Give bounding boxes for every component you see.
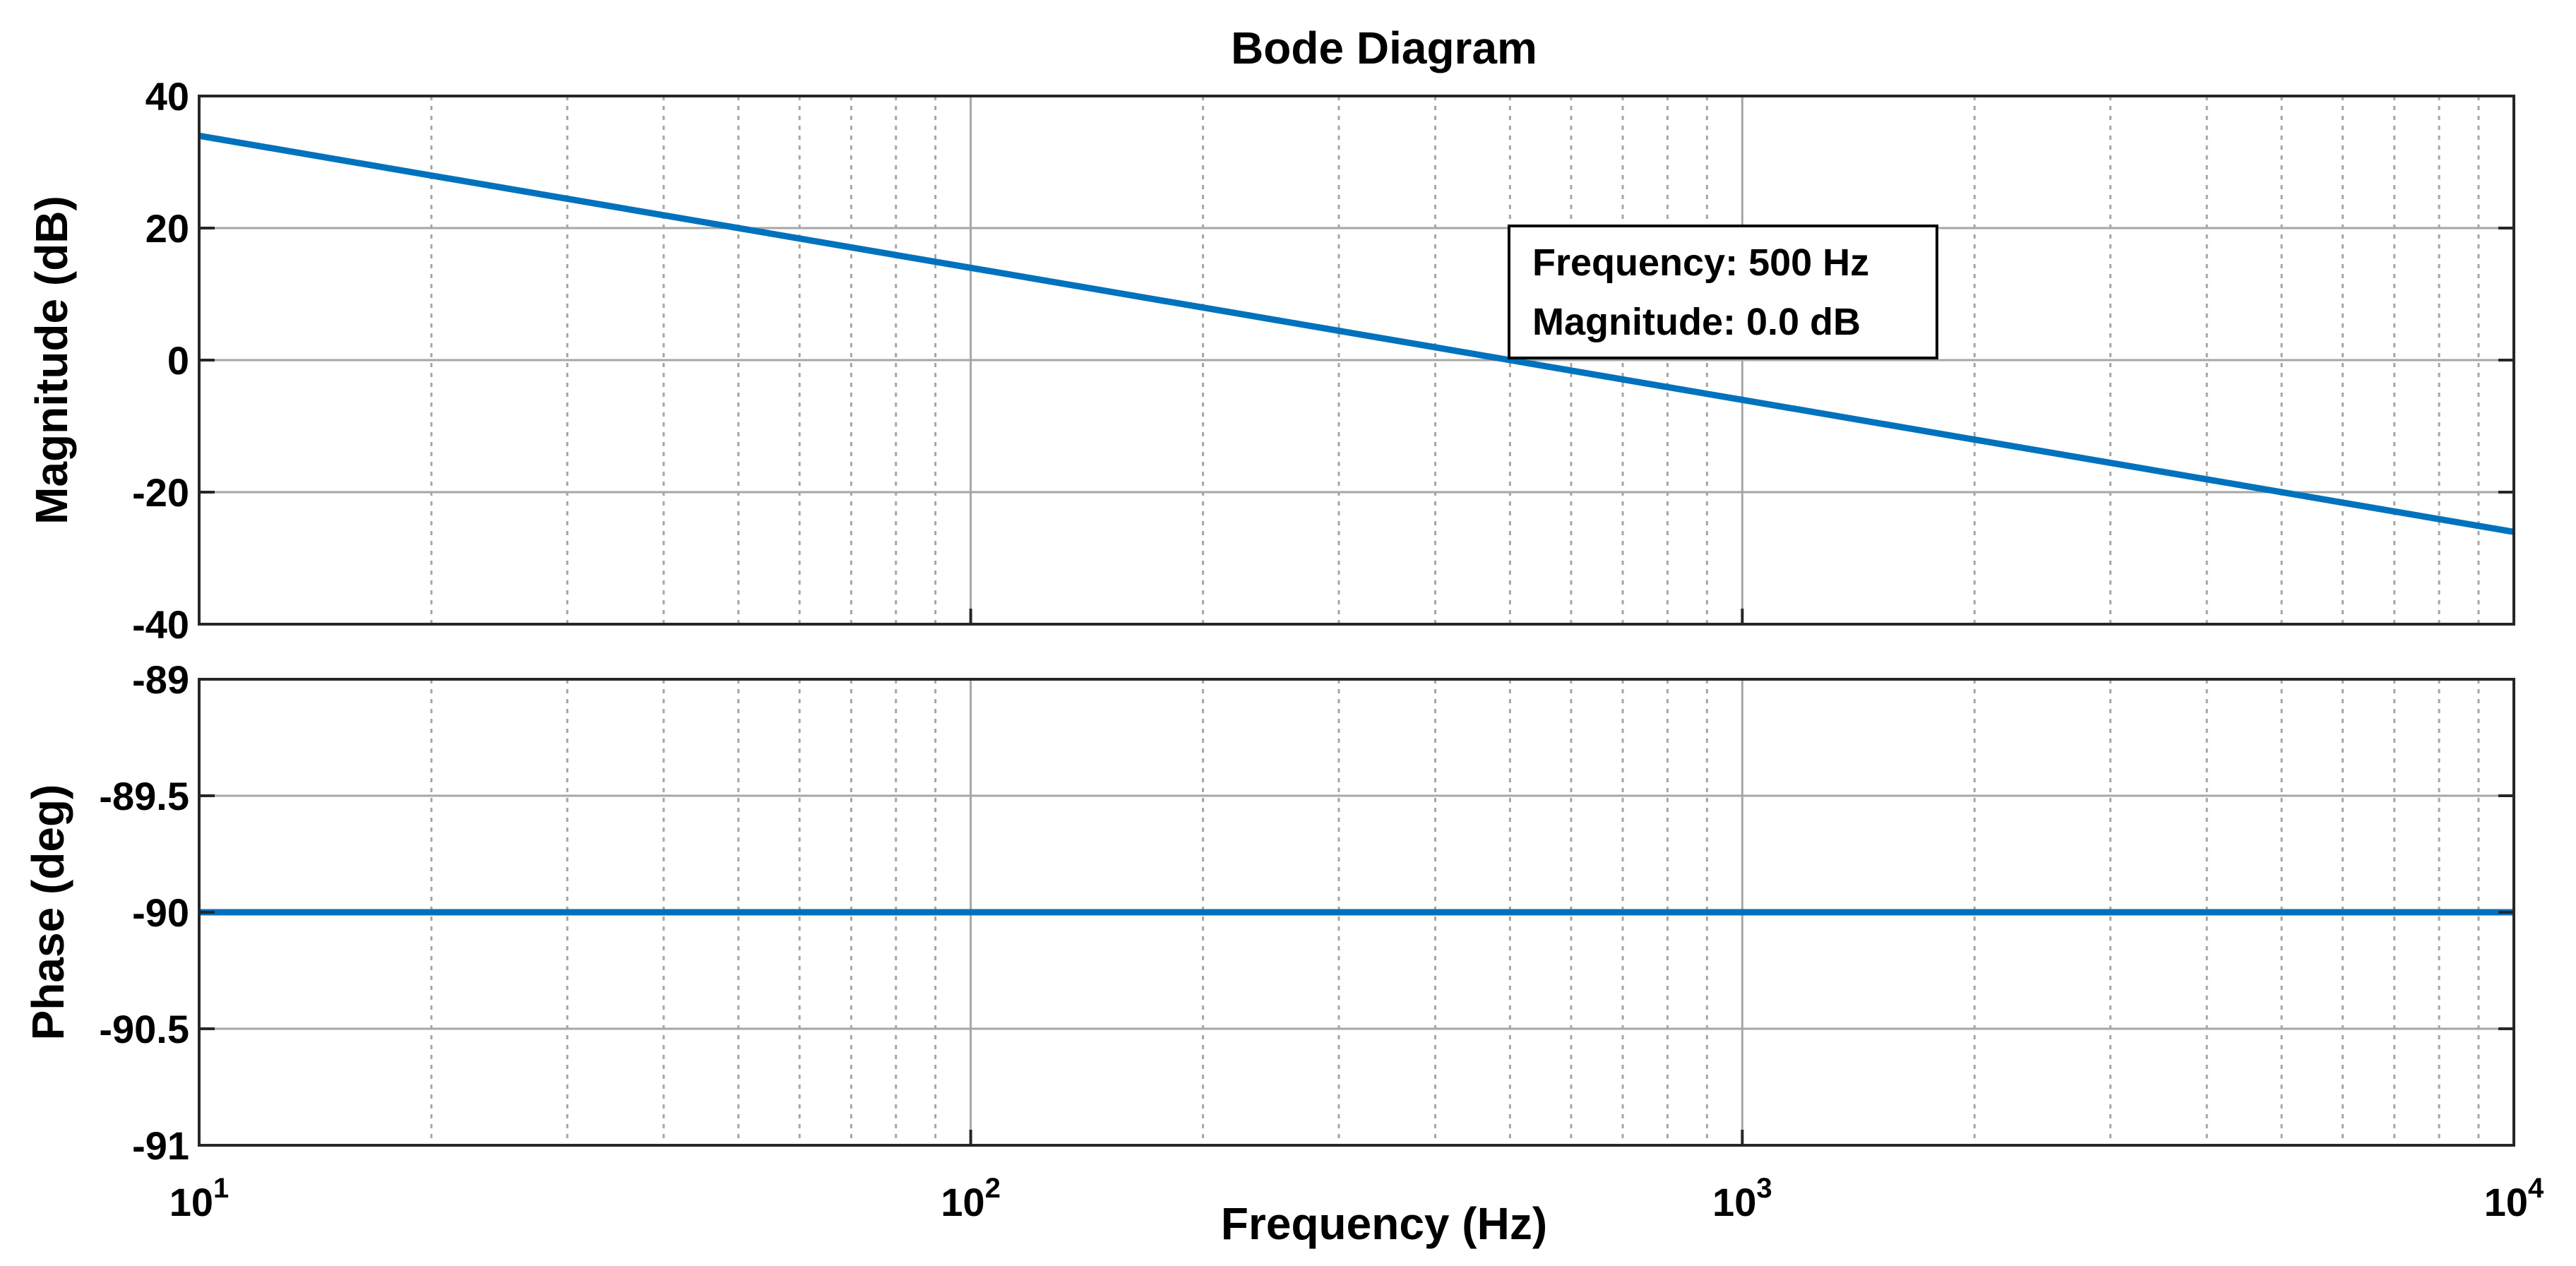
x-tick-label: 102 — [941, 1173, 1001, 1224]
phase-y-tick-label: -90 — [132, 890, 189, 935]
phase-y-tick-label: -89 — [132, 657, 189, 702]
magnitude-y-tick-label: -20 — [132, 470, 189, 515]
magnitude-y-tick-label: 0 — [167, 338, 189, 383]
datatip-box — [1508, 225, 1938, 359]
x-tick-label: 104 — [2484, 1173, 2544, 1224]
magnitude-y-tick-label: -40 — [132, 602, 189, 647]
phase-y-tick-label: -89.5 — [99, 774, 189, 818]
phase-y-tick-label: -90.5 — [99, 1007, 189, 1051]
x-tick-label: 103 — [1712, 1173, 1772, 1224]
frequency-x-axis-label: Frequency (Hz) — [1221, 1198, 1547, 1249]
x-tick-label: 101 — [169, 1173, 229, 1224]
datatip-frequency-text: Frequency: 500 Hz — [1532, 241, 1869, 284]
phase-y-tick-label: -91 — [132, 1123, 189, 1168]
magnitude-y-axis-label: Magnitude (dB) — [26, 196, 77, 525]
phase-panel: -89 -89.5 -90 -90.5 -91 Phase (deg) — [23, 657, 2515, 1168]
datatip-annotation: Frequency: 500 Hz Magnitude: 0.0 dB — [1508, 225, 1938, 359]
phase-y-ticks: -89 -89.5 -90 -90.5 -91 — [99, 657, 2514, 1168]
chart-title: Bode Diagram — [1231, 23, 1537, 73]
phase-y-axis-label: Phase (deg) — [23, 784, 73, 1041]
magnitude-y-tick-label: 20 — [145, 206, 189, 251]
magnitude-y-tick-label: 40 — [145, 74, 189, 119]
datatip-magnitude-text: Magnitude: 0.0 dB — [1532, 301, 1861, 343]
magnitude-panel: 40 20 0 -20 -40 Magnitude (dB) Frequency: 50… — [26, 74, 2515, 647]
frequency-x-ticks: 101 102 103 104 — [169, 609, 2544, 1224]
magnitude-series-line — [198, 132, 2515, 535]
magnitude-y-ticks: 40 20 0 -20 -40 — [132, 74, 2514, 647]
